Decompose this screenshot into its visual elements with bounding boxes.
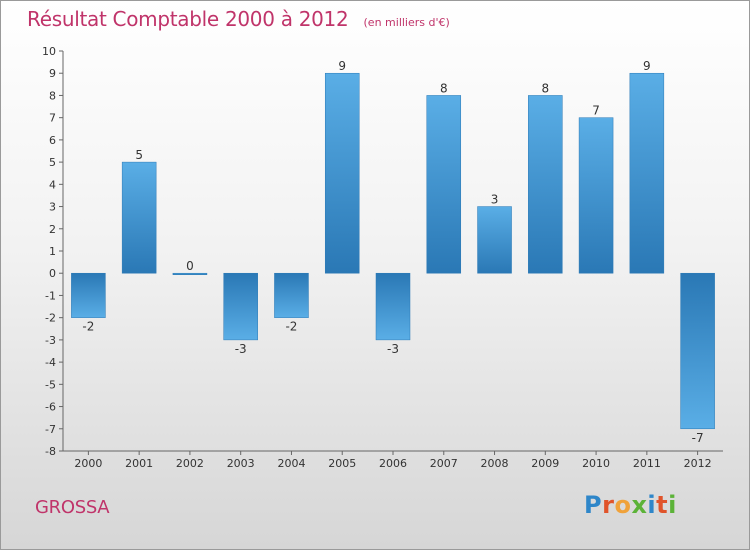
title-row: Résultat Comptable 2000 à 2012 (en milli…: [27, 7, 450, 31]
logo-letter: P: [584, 491, 603, 519]
y-tick-label: 1: [49, 245, 56, 258]
x-tick-label: 2012: [684, 457, 712, 470]
y-tick-label: 7: [49, 112, 56, 125]
logo-letter: x: [631, 491, 648, 519]
data-label-2011: 9: [643, 59, 651, 73]
y-tick-label: 6: [49, 134, 56, 147]
y-tick-label: -2: [45, 312, 56, 325]
data-label-2008: 3: [491, 193, 499, 207]
y-tick-label: 3: [49, 201, 56, 214]
logo-letter: i: [647, 491, 657, 519]
x-tick-label: 2003: [227, 457, 255, 470]
bar-2010: [578, 117, 614, 274]
bar-2000: [71, 272, 106, 318]
axes: -8 -7 -6 -5 -4 -3 -2 -1 0 1 2 3 4 5 6 7 8 9 10 2000 2001 2002…: [42, 45, 723, 470]
logo-letter: o: [614, 491, 632, 519]
bars: [71, 72, 715, 430]
y-tick-label: 8: [49, 89, 56, 102]
x-tick-label: 2005: [328, 457, 356, 470]
y-tick-label: 0: [49, 267, 56, 280]
data-label-2004: -2: [285, 320, 297, 334]
bar-2001: [121, 161, 157, 274]
y-tick-label: 2: [49, 223, 56, 236]
y-tick-label: -3: [45, 334, 56, 347]
y-tick-label: -6: [45, 401, 56, 414]
bar-2003: [223, 272, 258, 341]
bar-2006: [375, 272, 411, 341]
x-tick-label: 2008: [481, 457, 509, 470]
data-label-2000: -2: [82, 320, 94, 334]
bar-2005: [324, 72, 360, 274]
y-tick-label: 5: [49, 156, 56, 169]
logo-letter: r: [602, 491, 615, 519]
x-tick-label: 2006: [379, 457, 407, 470]
x-tick-label: 2011: [633, 457, 661, 470]
chart-title: Résultat Comptable 2000 à 2012: [27, 7, 349, 31]
data-label-2005: 9: [338, 59, 346, 73]
bar-2012: [680, 272, 715, 430]
x-tick-label: 2002: [176, 457, 204, 470]
y-tick-label: -5: [45, 378, 56, 391]
y-tick-label: 4: [49, 178, 56, 191]
y-tick-label: -7: [45, 423, 56, 436]
logo-letter: i: [668, 491, 677, 519]
data-label-2007: 8: [440, 81, 448, 95]
x-tick-label: 2009: [531, 457, 559, 470]
x-tick-label: 2001: [125, 457, 153, 470]
bar-2002: [172, 272, 208, 275]
data-label-2010: 7: [592, 104, 600, 118]
x-tick-label: 2004: [277, 457, 305, 470]
data-label-2003: -3: [235, 342, 247, 356]
x-tick-label: 2000: [74, 457, 102, 470]
data-label-2009: 8: [541, 81, 549, 95]
y-tick-label: 9: [49, 67, 56, 80]
x-tick-label: 2007: [430, 457, 458, 470]
x-tick-label: 2010: [582, 457, 610, 470]
data-label-2006: -3: [387, 342, 399, 356]
data-labels: -2 5 0 -3 -2 9 -3 8 3 8 7 9 -7: [82, 59, 703, 445]
bar-2009: [528, 95, 563, 274]
bar-2004: [274, 272, 309, 318]
logo-letter: t: [656, 491, 669, 519]
y-tick-label: -4: [45, 356, 56, 369]
chart-subtitle: (en milliers d'€): [363, 16, 450, 29]
y-tick-label: -8: [45, 445, 56, 458]
bar-2007: [426, 95, 462, 274]
y-tick-label: -1: [45, 289, 56, 302]
y-tick-label: 10: [42, 45, 56, 58]
data-label-2002: 0: [186, 259, 194, 273]
bar-2011: [629, 72, 665, 274]
data-label-2001: 5: [135, 148, 143, 162]
bar-2008: [477, 206, 512, 274]
data-label-2012: -7: [692, 431, 704, 445]
commune-name: GROSSA: [35, 497, 110, 518]
proxiti-logo: Proxiti: [584, 491, 677, 519]
